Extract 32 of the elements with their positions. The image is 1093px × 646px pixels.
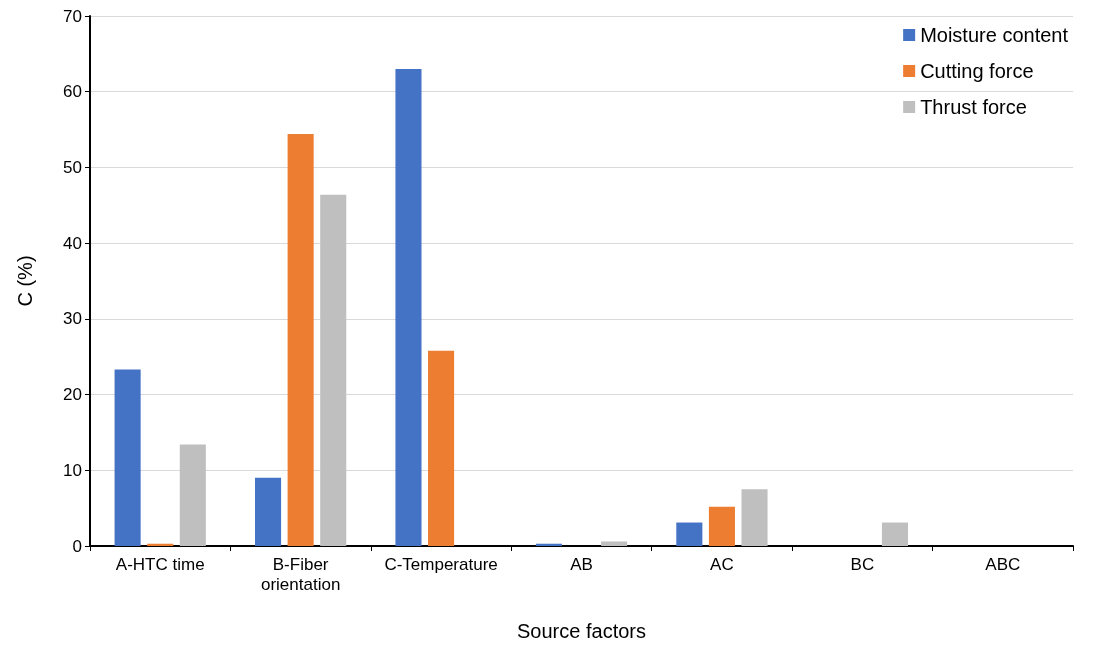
y-tick-label: 30 bbox=[63, 309, 82, 329]
y-tick-label: 0 bbox=[72, 536, 82, 556]
bar bbox=[255, 477, 282, 546]
legend-label: Moisture content bbox=[920, 24, 1069, 46]
bar bbox=[320, 194, 347, 546]
x-tick-label: B-Fiber orientation bbox=[260, 554, 341, 594]
x-axis-title: Source factors bbox=[517, 620, 646, 642]
bar bbox=[428, 350, 455, 546]
y-tick-label: 60 bbox=[63, 82, 82, 102]
legend-label: Thrust force bbox=[920, 96, 1027, 118]
y-tick-label: 40 bbox=[63, 233, 82, 253]
x-tick-label: C-Temperature bbox=[384, 554, 498, 574]
y-tick-label: 50 bbox=[63, 157, 82, 177]
y-tick-label: 20 bbox=[63, 385, 82, 405]
bar bbox=[287, 134, 314, 546]
legend-label: Cutting force bbox=[920, 60, 1034, 82]
x-tick-label: ABC bbox=[985, 554, 1021, 574]
bar bbox=[601, 541, 628, 546]
y-tick-label: 10 bbox=[63, 460, 82, 480]
bar bbox=[395, 69, 422, 546]
x-tick-label: A-HTC time bbox=[115, 554, 205, 574]
y-axis-title: C (%) bbox=[14, 255, 36, 307]
x-tick-label: AB bbox=[570, 554, 593, 574]
bar bbox=[708, 506, 735, 546]
bar bbox=[881, 522, 908, 546]
y-tick-label: 70 bbox=[63, 6, 82, 26]
x-tick-label: AC bbox=[710, 554, 734, 574]
bar bbox=[179, 444, 206, 546]
bar bbox=[741, 489, 768, 546]
x-tick-label: BC bbox=[850, 554, 875, 574]
bar bbox=[676, 522, 703, 546]
bar bbox=[114, 369, 141, 546]
